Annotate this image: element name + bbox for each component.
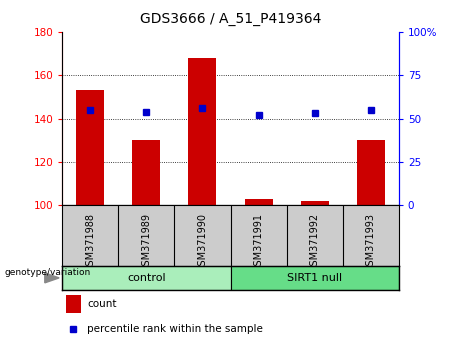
Text: genotype/variation: genotype/variation bbox=[5, 268, 91, 277]
Text: control: control bbox=[127, 273, 165, 283]
Text: GSM371990: GSM371990 bbox=[197, 212, 207, 272]
Bar bbox=[132, 140, 160, 205]
Text: count: count bbox=[88, 299, 117, 309]
Text: GSM371992: GSM371992 bbox=[310, 212, 319, 272]
Bar bbox=[62, 266, 230, 290]
Text: GSM371988: GSM371988 bbox=[85, 212, 95, 272]
Text: GDS3666 / A_51_P419364: GDS3666 / A_51_P419364 bbox=[140, 12, 321, 27]
Text: percentile rank within the sample: percentile rank within the sample bbox=[88, 324, 263, 334]
Bar bbox=[76, 90, 104, 205]
Bar bbox=[301, 201, 329, 205]
Text: GSM371991: GSM371991 bbox=[254, 212, 264, 272]
Polygon shape bbox=[45, 273, 59, 283]
Bar bbox=[357, 140, 385, 205]
Bar bbox=[244, 199, 272, 205]
Bar bbox=[230, 266, 399, 290]
Bar bbox=[189, 58, 217, 205]
Text: GSM371993: GSM371993 bbox=[366, 212, 376, 272]
Text: SIRT1 null: SIRT1 null bbox=[287, 273, 342, 283]
Text: GSM371989: GSM371989 bbox=[142, 212, 151, 272]
Bar bbox=[65, 295, 81, 313]
